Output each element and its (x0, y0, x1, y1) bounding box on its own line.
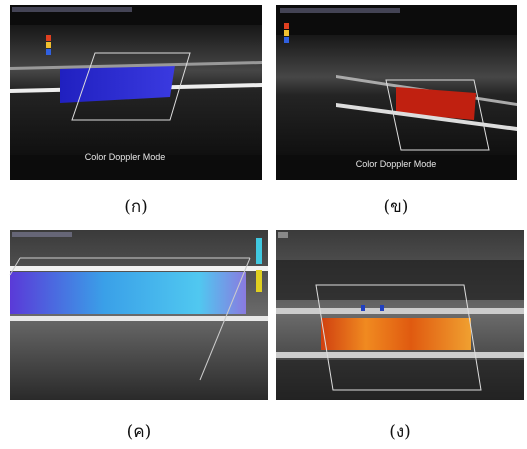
panel-b: Color Doppler Mode (276, 5, 517, 180)
overlay-text: Color Doppler Mode (356, 159, 437, 169)
panel-d (276, 230, 524, 400)
panel-c (10, 230, 268, 400)
caption: (ข) (384, 197, 409, 217)
caption: (ง) (389, 422, 411, 442)
figure: Color Doppler Mode (ก) Color Doppler Mod… (0, 0, 527, 449)
caption: (ค) (127, 422, 152, 442)
caption: (ก) (124, 197, 148, 217)
overlay-text: Color Doppler Mode (85, 152, 166, 162)
panel-a: Color Doppler Mode (10, 5, 262, 180)
page: {"panels": [ {"overlay_text": "Color Dop… (0, 0, 527, 449)
